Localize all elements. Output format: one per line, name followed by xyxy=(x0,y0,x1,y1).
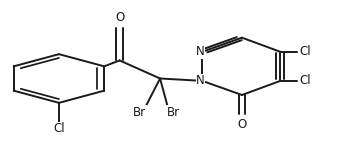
Text: Cl: Cl xyxy=(300,45,311,58)
Text: O: O xyxy=(237,118,247,130)
Text: O: O xyxy=(115,11,124,24)
Text: Cl: Cl xyxy=(300,74,311,87)
Text: N: N xyxy=(196,74,205,87)
Text: Br: Br xyxy=(167,106,180,119)
Text: Cl: Cl xyxy=(53,122,65,135)
Text: Br: Br xyxy=(133,106,146,119)
Text: N: N xyxy=(196,45,205,58)
